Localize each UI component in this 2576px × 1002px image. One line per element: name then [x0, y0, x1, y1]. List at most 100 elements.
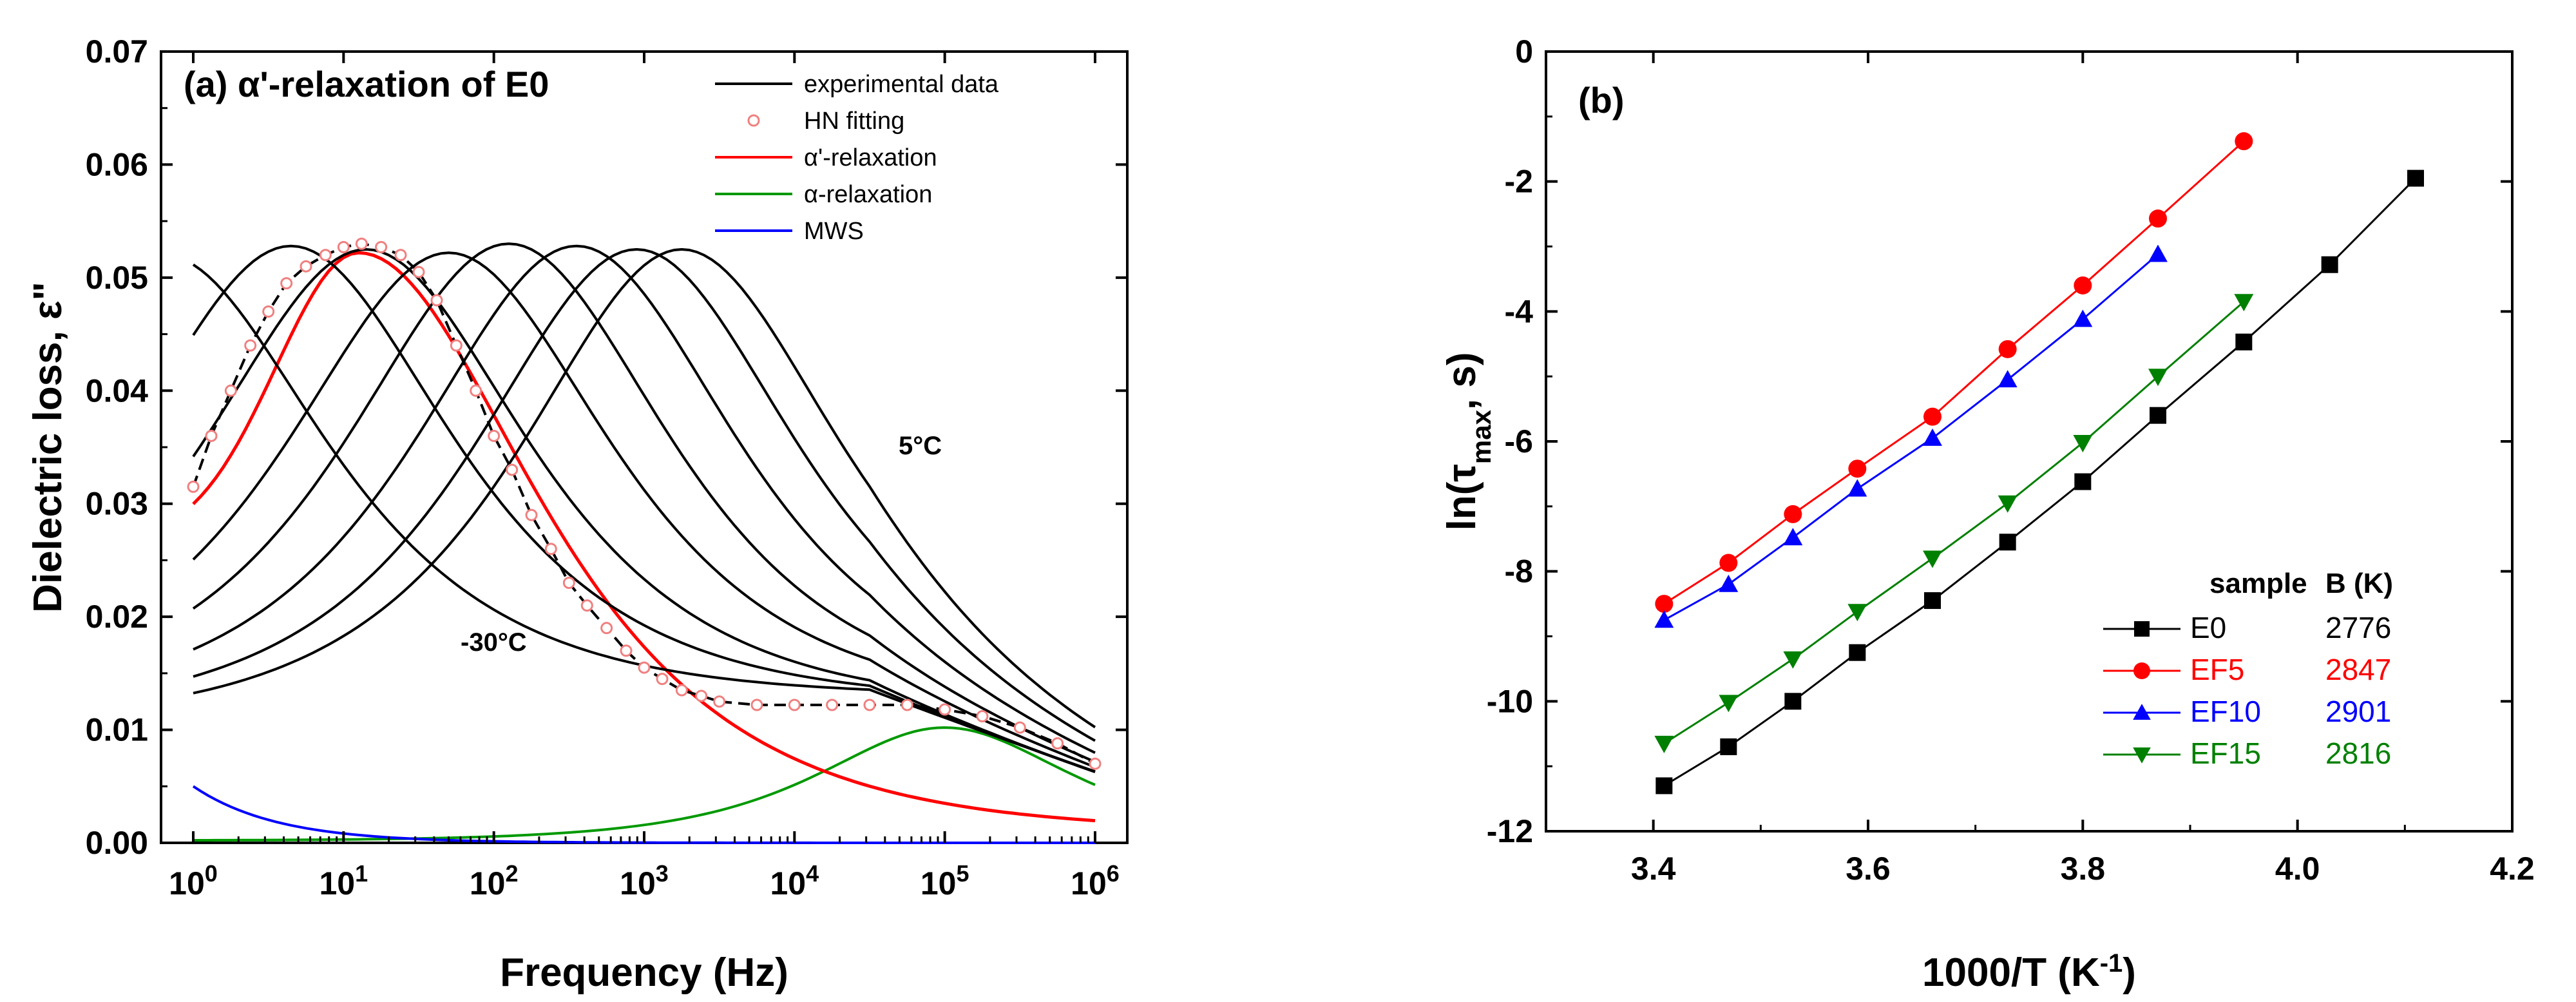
data-point-square: [1720, 738, 1737, 755]
data-point-square: [1849, 644, 1866, 661]
legend-label-alpha: α-relaxation: [804, 181, 932, 208]
hn-fit-point: [826, 699, 839, 711]
hn-fit-point: [319, 249, 332, 262]
data-point-triangle-down: [1719, 695, 1739, 713]
y-tick-label: -6: [1505, 423, 1533, 459]
panel-b-x-axis-title: 1000/T (K-1): [1922, 949, 2136, 995]
data-point-triangle-up: [1923, 429, 1942, 446]
x-tick-label: 3.6: [1846, 851, 1891, 887]
data-point-triangle-up: [1654, 610, 1674, 628]
annotation-minus-30c: -30°C: [461, 628, 527, 657]
data-point-circle: [1719, 554, 1738, 572]
panel-b-y-axis-title: ln(τmax, s): [1440, 352, 1496, 530]
legend-b-value: 2847: [2325, 653, 2391, 686]
annotation-5c: 5°C: [899, 432, 942, 460]
hn-fit-point: [244, 339, 257, 352]
legend-sample-name: E0: [2190, 611, 2226, 644]
panel-a-legend: experimental data HN fitting α'-relaxati…: [715, 71, 999, 245]
alpha-relaxation-curve: [193, 726, 1096, 842]
hn-fit-point: [863, 699, 876, 711]
panel-a-y-axis-title: Dielectric loss, ε": [26, 282, 70, 613]
panel-a-plot-frame: [160, 50, 1129, 844]
hn-fit-point: [901, 699, 913, 711]
series-line: [1663, 301, 2245, 745]
x-tick-label: 102: [470, 860, 519, 902]
data-point-triangle-down: [1783, 651, 1803, 669]
data-point-square: [2150, 407, 2166, 424]
x-tick-label: 3.8: [2061, 851, 2106, 887]
hn-fit-point: [600, 622, 613, 635]
hn-fit-point: [262, 305, 275, 318]
data-point-circle: [2074, 276, 2092, 294]
data-point-triangle-down: [2133, 747, 2151, 764]
data-point-triangle-down: [2148, 369, 2168, 387]
x-tick-label: 4.2: [2490, 851, 2535, 887]
panel-b-y-ticks: 0 -2 -4 -6 -8 -10 -12: [1487, 34, 2512, 849]
panel-a-title: (a) α'-relaxation of E0: [184, 64, 549, 104]
hn-fit-point: [337, 240, 350, 253]
experimental-curve: [192, 251, 1096, 769]
panel-b-legend: sample B (K) E0 2776 EF5 2847 EF10 2901 EF15 28…: [2103, 568, 2393, 770]
data-point-square: [2134, 621, 2150, 637]
hn-fit-point: [450, 339, 463, 352]
data-point-circle: [1655, 595, 1674, 613]
data-point-square: [2321, 256, 2338, 273]
hn-fit-dashed-line: [192, 242, 1096, 765]
hn-fit-point: [638, 661, 651, 674]
hn-fit-point: [375, 240, 388, 253]
legend-label-alpha-prime: α'-relaxation: [804, 144, 937, 171]
data-point-square: [1999, 534, 2016, 551]
y-tick-label: -10: [1487, 683, 1533, 719]
data-point-triangle-up: [2133, 704, 2151, 720]
legend-marker-hn-fitting: [747, 114, 760, 127]
data-point-square: [1784, 693, 1802, 710]
data-point-circle: [2235, 132, 2253, 151]
data-point-circle: [2133, 662, 2150, 679]
hn-fit-point: [750, 699, 763, 711]
data-point-triangle-up: [1783, 528, 1803, 546]
hn-fit-point: [713, 695, 726, 708]
y-tick-label: -12: [1487, 813, 1533, 849]
y-tick-label: 0: [1515, 34, 1533, 70]
hn-fit-point: [562, 577, 575, 590]
panel-a-curves: [192, 242, 1096, 844]
series-line: [1663, 177, 2417, 787]
data-point-circle: [1998, 340, 2017, 358]
x-tick-label: 101: [320, 860, 368, 902]
hn-fit-point: [205, 429, 218, 442]
series-ef5: [1655, 132, 2253, 613]
data-point-triangle-up: [2073, 309, 2093, 327]
data-point-triangle-down: [1998, 495, 2018, 513]
data-point-circle: [1848, 459, 1867, 478]
hn-fit-point: [976, 710, 989, 723]
y-tick-label: 0.01: [86, 712, 148, 748]
hn-fit-point: [1089, 757, 1102, 770]
hn-fit-point: [300, 260, 312, 273]
y-tick-label: -8: [1505, 554, 1533, 590]
hn-fit-point: [187, 480, 200, 493]
experimental-curve: [192, 242, 1096, 764]
hn-fit-point: [224, 384, 237, 397]
panel-b-series: [1654, 132, 2424, 795]
hn-fit-point: [580, 599, 593, 612]
x-tick-label: 100: [169, 860, 218, 902]
data-point-triangle-up: [2148, 244, 2168, 262]
data-point-triangle-up: [1847, 479, 1867, 497]
data-point-square: [2074, 473, 2092, 490]
legend-sample-name: EF10: [2190, 695, 2261, 728]
x-tick-label: 103: [620, 860, 669, 902]
y-tick-label: 0.04: [86, 372, 149, 409]
experimental-curve: [192, 247, 1096, 773]
experimental-curve: [192, 244, 1096, 773]
data-point-circle: [1923, 407, 1942, 426]
data-point-circle: [2149, 209, 2167, 228]
hn-fit-point: [675, 684, 688, 697]
experimental-curve: [193, 247, 1096, 729]
data-point-triangle-down: [2234, 294, 2254, 312]
hn-fit-point: [430, 294, 443, 307]
data-point-square: [1655, 777, 1673, 795]
y-tick-label: 0.03: [86, 486, 148, 522]
hn-fit-point: [656, 673, 669, 686]
series-line: [1663, 253, 2159, 621]
